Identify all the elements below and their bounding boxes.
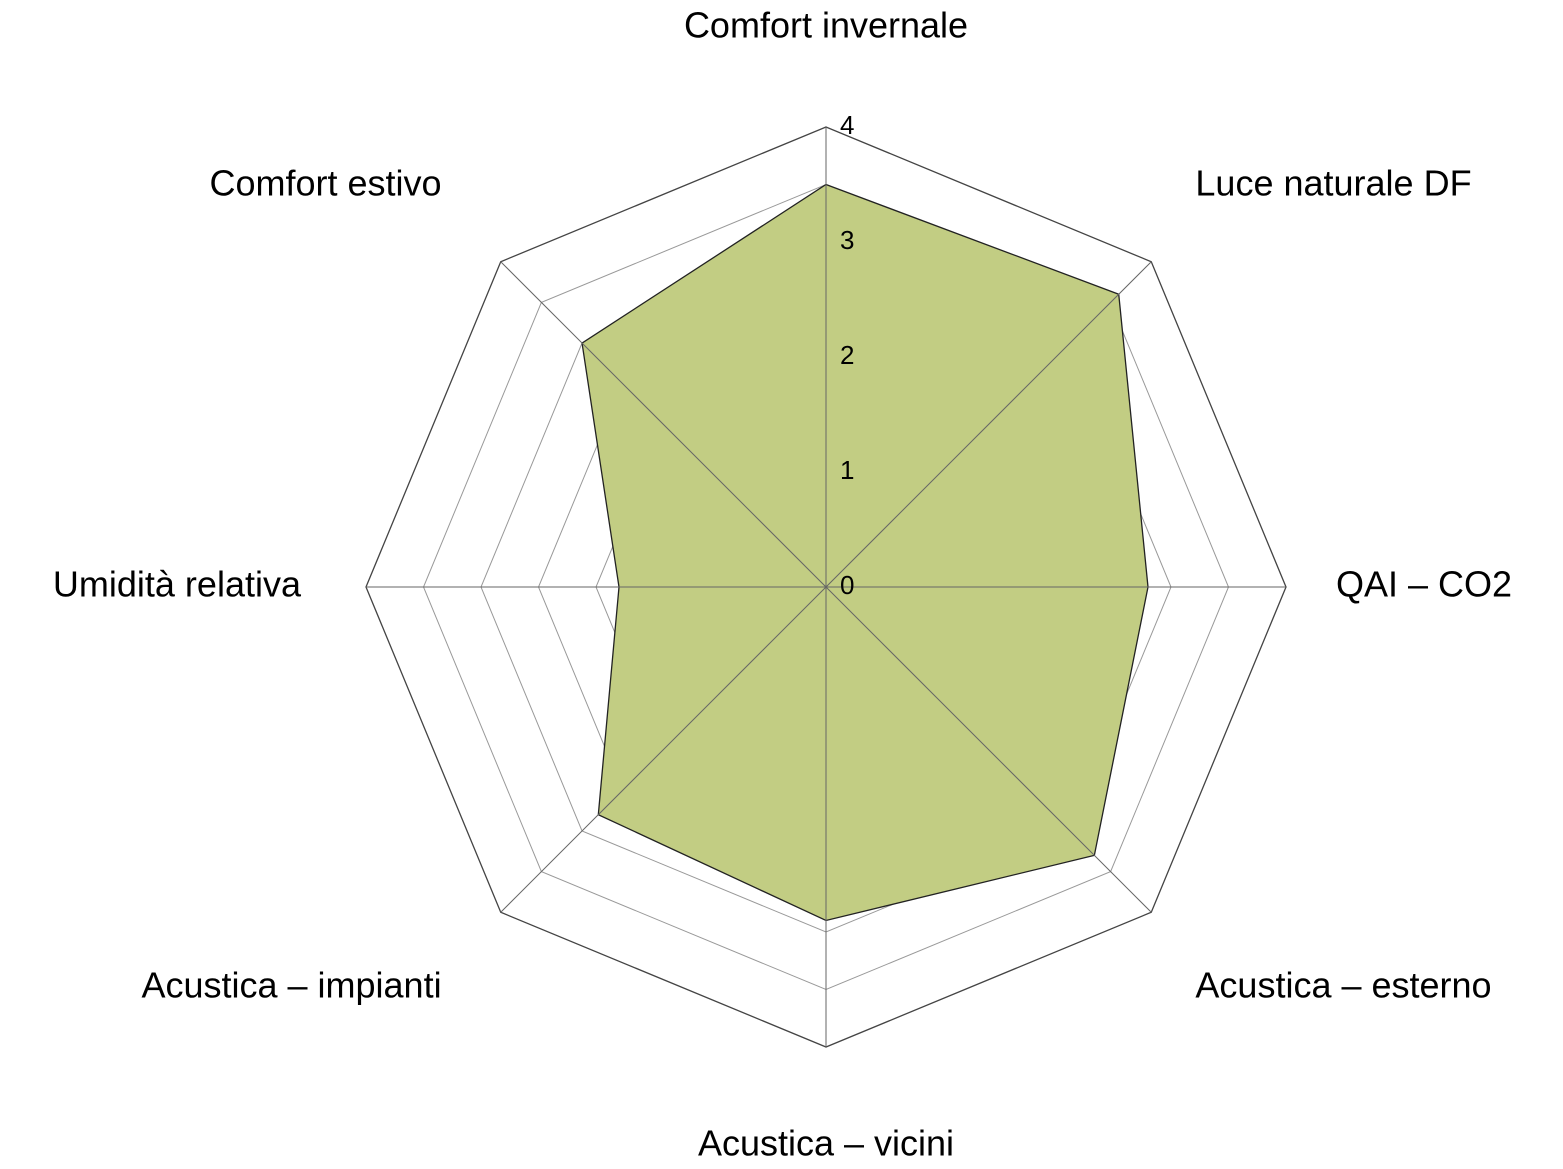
spoke bbox=[825, 261, 1152, 588]
spoke bbox=[825, 586, 1152, 913]
y-tick-label: 0 bbox=[840, 570, 854, 600]
category-label: Acustica – vicini bbox=[698, 1123, 954, 1164]
spoke bbox=[500, 586, 827, 913]
y-tick-label: 4 bbox=[840, 110, 854, 140]
category-label: Acustica – esterno bbox=[1195, 964, 1491, 1005]
y-tick-label: 2 bbox=[840, 340, 854, 370]
category-label: QAI – CO2 bbox=[1336, 564, 1512, 605]
category-label: Acustica – impianti bbox=[141, 964, 441, 1005]
category-label: Comfort invernale bbox=[684, 5, 968, 46]
y-tick-label: 1 bbox=[840, 455, 854, 485]
category-label: Luce naturale DF bbox=[1195, 163, 1471, 204]
data-area bbox=[581, 183, 1149, 922]
spoke bbox=[500, 261, 827, 588]
y-tick-label: 3 bbox=[840, 225, 854, 255]
category-label: Comfort estivo bbox=[210, 163, 442, 204]
category-label: Umidità relativa bbox=[53, 564, 302, 605]
